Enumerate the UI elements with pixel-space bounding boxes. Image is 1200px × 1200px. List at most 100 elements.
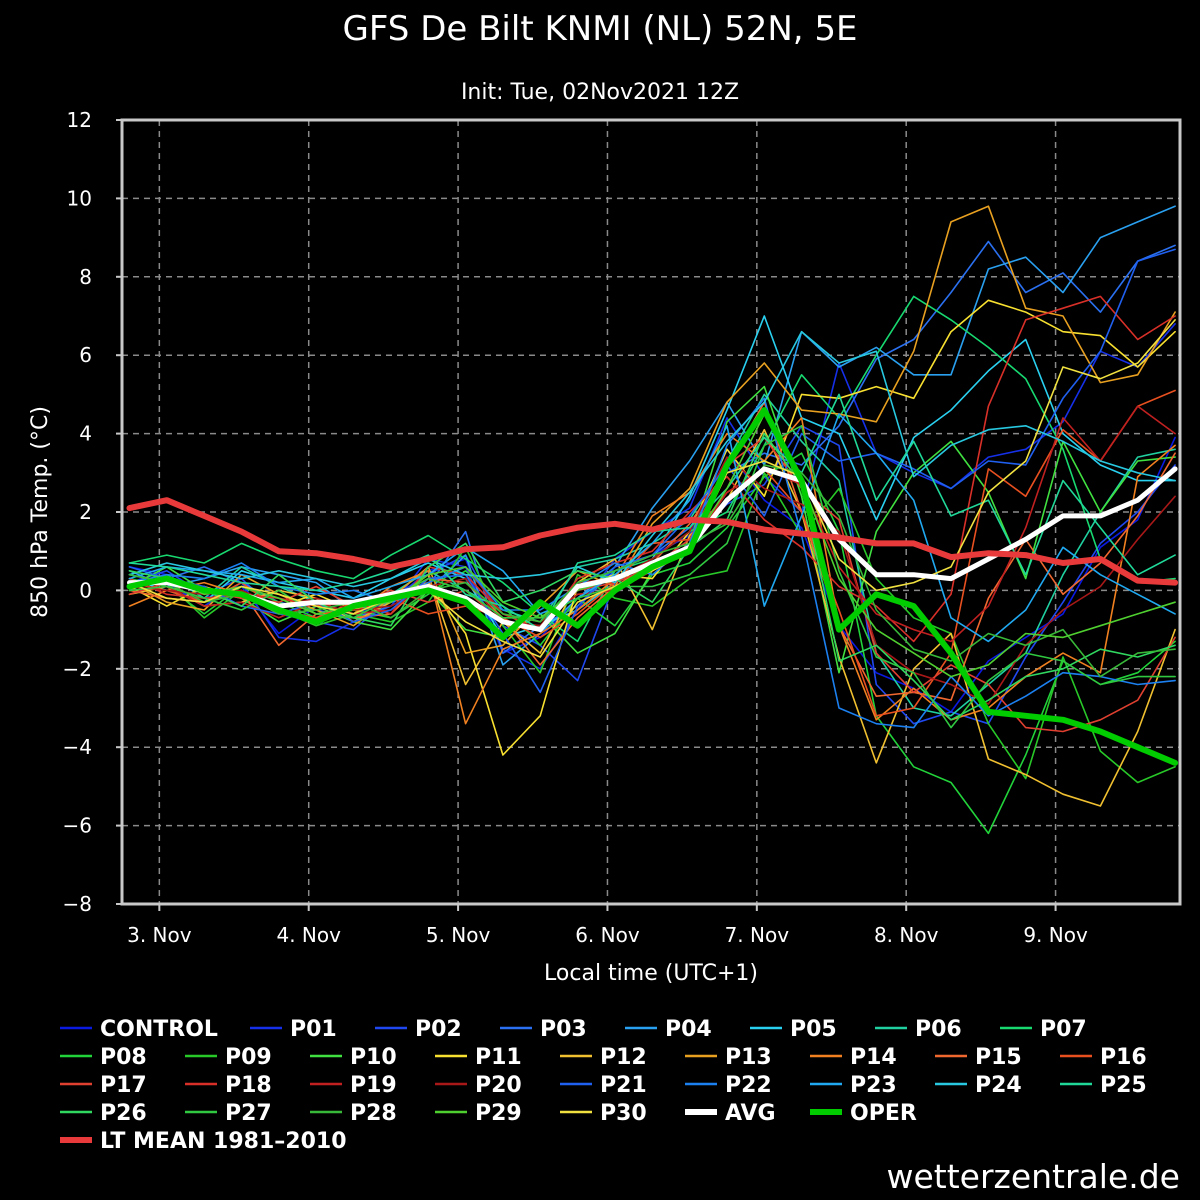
legend-label: P15 [975,1045,1022,1070]
series-line-p11 [128,299,1176,756]
legend-item-p19: P19 [310,1073,397,1098]
legend-item-p20: P20 [435,1073,522,1098]
legend-label: P04 [665,1017,712,1042]
legend-item-p06: P06 [875,1017,962,1042]
chart-title: GFS De Bilt KNMI (NL) 52N, 5E [343,9,858,49]
legend-item-p22: P22 [685,1073,772,1098]
y-tick-label: 2 [79,500,92,524]
y-tick-label: −8 [63,892,92,916]
legend-label: P26 [100,1101,147,1126]
legend-label: P25 [1100,1073,1147,1098]
x-axis-label: Local time (UTC+1) [544,961,758,986]
legend-item-p16: P16 [1060,1045,1147,1070]
series-line-oper [126,407,1179,766]
legend-label: LT MEAN 1981–2010 [100,1129,347,1154]
legend-label: P29 [475,1101,522,1126]
legend-label: CONTROL [100,1017,218,1042]
legend-label: P09 [225,1045,272,1070]
x-tick-label: 9. Nov [1023,923,1088,947]
legend-label: OPER [850,1101,917,1126]
x-tick-label: 6. Nov [575,923,640,947]
legend-item-p23: P23 [810,1073,897,1098]
series-line-p24 [128,330,1176,588]
legend-item-p07: P07 [1000,1017,1087,1042]
legend-label: P20 [475,1073,522,1098]
legend-item-p05: P05 [750,1017,837,1042]
legend-item-p21: P21 [560,1073,647,1098]
series-line-lt-mean-1981-2010 [126,497,1179,586]
legend-item-p04: P04 [625,1017,712,1042]
series-line-p21 [128,248,1176,694]
legend-label: P30 [600,1101,647,1126]
series-line-p22 [128,397,1176,729]
legend-item-oper: OPER [810,1101,917,1126]
series-line-p20 [128,456,1176,705]
legend-item-p30: P30 [560,1101,647,1126]
legend-label: P03 [540,1017,587,1042]
legend-item-p29: P29 [435,1101,522,1126]
series-line-p26 [128,432,1176,721]
legend-label: P12 [600,1045,647,1070]
legend-item-p08: P08 [60,1045,147,1070]
legend-label: P24 [975,1073,1022,1098]
legend-item-p12: P12 [560,1045,647,1070]
legend-item-p26: P26 [60,1101,147,1126]
legend-label: P01 [290,1017,337,1042]
legend-item-p15: P15 [935,1045,1022,1070]
legend-item-p01: P01 [250,1017,337,1042]
legend-item-p17: P17 [60,1073,147,1098]
series-line-p27 [128,424,1176,729]
x-tick-label: 4. Nov [276,923,341,947]
y-tick-label: 4 [79,422,92,446]
legend-item-p24: P24 [935,1073,1022,1098]
y-axis-label: 850 hPa Temp. (°C) [28,406,53,618]
series-line-p23 [128,413,1176,643]
legend-label: P21 [600,1073,647,1098]
legend-label: P27 [225,1101,272,1126]
x-tick-label: 5. Nov [426,923,491,947]
legend-label: P08 [100,1045,147,1070]
series-line-p12 [128,428,1176,807]
legend-label: P16 [1100,1045,1147,1070]
x-axis-ticks: 3. Nov 4. Nov 5. Nov 6. Nov 7. Nov 8. Nov 9. N… [127,904,1088,947]
legend-label: P28 [350,1101,397,1126]
legend-item-p18: P18 [185,1073,272,1098]
legend-label: P06 [915,1017,962,1042]
y-tick-label: −2 [63,657,92,681]
credit-text: wetterzentrale.de [886,1157,1180,1196]
legend-label: P18 [225,1073,272,1098]
legend-label: AVG [725,1101,776,1126]
legend-item-p11: P11 [435,1045,522,1070]
legend-label: P19 [350,1073,397,1098]
legend-item-p14: P14 [810,1045,897,1070]
y-tick-label: −6 [63,814,92,838]
chart-subtitle: Init: Tue, 02Nov2021 12Z [461,80,739,105]
y-tick-label: 10 [67,186,92,210]
legend-item-p25: P25 [1060,1073,1147,1098]
legend: CONTROL P01 P02 P03 P04 P05 P06 P07 P08 P09 P10 P11… [60,1017,1147,1154]
legend-label: P17 [100,1073,147,1098]
legend-item-control: CONTROL [60,1017,218,1042]
y-tick-label: 12 [67,108,92,132]
legend-item-p10: P10 [310,1045,397,1070]
grid-lines [122,120,1180,904]
legend-label: P14 [850,1045,897,1070]
x-tick-label: 8. Nov [874,923,939,947]
legend-item-avg: AVG [685,1101,776,1126]
legend-label: P23 [850,1073,897,1098]
x-tick-label: 7. Nov [725,923,790,947]
y-tick-label: 0 [79,578,92,602]
series-line-p28 [128,464,1176,678]
legend-label: P11 [475,1045,522,1070]
legend-label: P07 [1040,1017,1087,1042]
legend-label: P10 [350,1045,397,1070]
y-tick-label: 8 [79,265,92,289]
legend-item-p28: P28 [310,1101,397,1126]
y-tick-label: −4 [63,735,92,759]
series-lines [126,205,1179,835]
legend-item-p13: P13 [685,1045,772,1070]
y-axis-ticks: −8 −6 −4 −2 0 2 4 6 8 10 12 [63,108,122,916]
legend-item-p09: P09 [185,1045,272,1070]
legend-label: P13 [725,1045,772,1070]
